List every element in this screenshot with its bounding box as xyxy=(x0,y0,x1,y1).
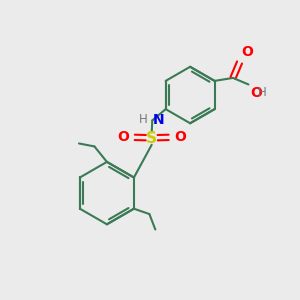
Text: H: H xyxy=(139,113,147,126)
Text: O: O xyxy=(241,46,253,59)
Text: H: H xyxy=(257,86,266,99)
Text: O: O xyxy=(118,130,129,144)
Text: S: S xyxy=(146,131,157,146)
Text: O: O xyxy=(174,130,186,144)
Text: O: O xyxy=(250,86,262,100)
Text: N: N xyxy=(153,113,164,127)
